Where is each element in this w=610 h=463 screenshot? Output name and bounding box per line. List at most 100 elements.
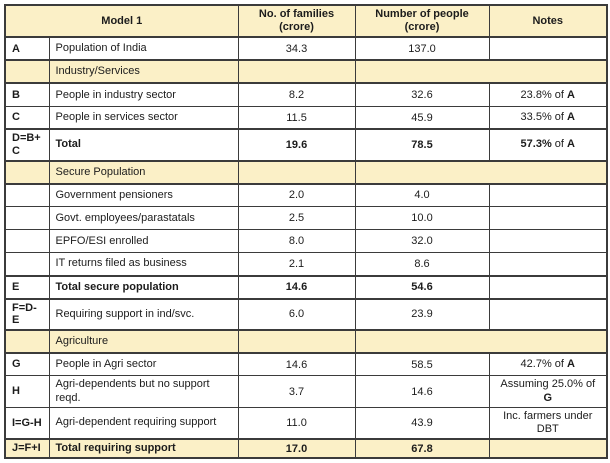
notes-cell: Inc. farmers under DBT bbox=[488, 406, 608, 440]
table-body: A Population of India 34.3 137.0 Industry/Se… bbox=[4, 36, 608, 460]
row-description: Total requiring support bbox=[48, 438, 239, 460]
section-spacer bbox=[354, 328, 608, 354]
table-row: Govt. employees/parastatals 2.5 10.0 bbox=[4, 206, 608, 231]
row-description: Government pensioners bbox=[48, 183, 239, 208]
families-value: 3.7 bbox=[237, 375, 356, 408]
row-label: E bbox=[4, 274, 50, 300]
notes-cell: Assuming 25.0% of G bbox=[488, 375, 608, 408]
families-value: 17.0 bbox=[237, 438, 356, 460]
people-value: 8.6 bbox=[354, 252, 490, 277]
row-description: Govt. employees/parastatals bbox=[48, 206, 239, 231]
row-description: Agri-dependent requiring support bbox=[48, 406, 239, 440]
table-row: H Agri-dependents but no support reqd. 3.7… bbox=[4, 375, 608, 408]
row-label bbox=[4, 183, 50, 208]
families-cell bbox=[237, 59, 356, 85]
row-description: Total bbox=[48, 128, 239, 162]
row-label: G bbox=[4, 352, 50, 377]
row-label: D=B+ C bbox=[4, 128, 50, 162]
table-row: IT returns filed as business 2.1 8.6 bbox=[4, 252, 608, 277]
notes-text: 42.7% of bbox=[520, 358, 568, 371]
people-value: 4.0 bbox=[354, 183, 490, 208]
families-cell bbox=[237, 328, 356, 354]
row-description: Requiring support in ind/svc. bbox=[48, 298, 239, 331]
row-label: J=F+I bbox=[4, 438, 50, 460]
notes-cell bbox=[488, 274, 608, 300]
section-row: Industry/Services bbox=[4, 59, 608, 85]
row-description: IT returns filed as business bbox=[48, 252, 239, 277]
notes-text: A bbox=[567, 358, 575, 371]
people-value: 45.9 bbox=[354, 105, 490, 130]
row-description: Total secure population bbox=[48, 274, 239, 300]
notes-text: G bbox=[543, 391, 553, 404]
table-row: E Total secure population 14.6 54.6 bbox=[4, 274, 608, 300]
people-value: 14.6 bbox=[354, 375, 490, 408]
notes-text: 33.5% of bbox=[520, 111, 568, 124]
families-value: 2.0 bbox=[237, 183, 356, 208]
notes-cell bbox=[488, 183, 608, 208]
row-label bbox=[4, 229, 50, 254]
notes-cell bbox=[488, 252, 608, 277]
notes-text: A bbox=[567, 88, 575, 101]
row-label: F=D-E bbox=[4, 298, 50, 331]
notes-cell bbox=[488, 36, 608, 61]
row-description: Agri-dependents but no support reqd. bbox=[48, 375, 239, 408]
families-value: 2.1 bbox=[237, 252, 356, 277]
section-row: Agriculture bbox=[4, 328, 608, 354]
table-row: A Population of India 34.3 137.0 bbox=[4, 36, 608, 61]
row-label bbox=[4, 328, 50, 354]
notes-cell bbox=[488, 206, 608, 231]
section-title: Agriculture bbox=[48, 328, 239, 354]
header-row: Model 1 No. of families (crore) Number o… bbox=[4, 4, 608, 39]
section-title: Industry/Services bbox=[48, 59, 239, 85]
row-label bbox=[4, 252, 50, 277]
families-value: 11.0 bbox=[237, 406, 356, 440]
row-description: People in services sector bbox=[48, 105, 239, 130]
support-model-table: Model 1 No. of families (crore) Number o… bbox=[4, 4, 609, 460]
people-value: 43.9 bbox=[354, 406, 490, 440]
table-row: J=F+I Total requiring support 17.0 67.8 bbox=[4, 438, 608, 460]
notes-cell: 42.7% of A bbox=[488, 352, 608, 377]
table-row: G People in Agri sector 14.6 58.5 42.7% of A bbox=[4, 352, 608, 377]
header-people: Number of people (crore) bbox=[354, 4, 490, 39]
notes-text: 57.3% bbox=[520, 138, 552, 151]
notes-cell bbox=[488, 298, 608, 331]
header-notes: Notes bbox=[488, 4, 608, 39]
table-row: C People in services sector 11.5 45.9 33.5% … bbox=[4, 105, 608, 130]
notes-cell bbox=[488, 229, 608, 254]
people-value: 137.0 bbox=[354, 36, 490, 61]
notes-text: 23.8% of bbox=[520, 88, 568, 101]
families-value: 14.6 bbox=[237, 274, 356, 300]
table-row: F=D-E Requiring support in ind/svc. 6.0 23.… bbox=[4, 298, 608, 331]
notes-cell: 33.5% of A bbox=[488, 105, 608, 130]
notes-text: of bbox=[551, 138, 568, 151]
people-value: 54.6 bbox=[354, 274, 490, 300]
people-value: 10.0 bbox=[354, 206, 490, 231]
row-description: People in Agri sector bbox=[48, 352, 239, 377]
people-value: 32.0 bbox=[354, 229, 490, 254]
families-value: 8.2 bbox=[237, 82, 356, 107]
people-value: 58.5 bbox=[354, 352, 490, 377]
section-row: Secure Population bbox=[4, 159, 608, 185]
table-row: EPFO/ESI enrolled 8.0 32.0 bbox=[4, 229, 608, 254]
row-label: C bbox=[4, 105, 50, 130]
row-label: B bbox=[4, 82, 50, 107]
families-value: 14.6 bbox=[237, 352, 356, 377]
notes-text: A bbox=[567, 138, 575, 151]
families-value: 8.0 bbox=[237, 229, 356, 254]
section-spacer bbox=[354, 159, 608, 185]
row-label: H bbox=[4, 375, 50, 408]
table-row: D=B+ C Total 19.6 78.5 57.3% of A bbox=[4, 128, 608, 162]
row-description: EPFO/ESI enrolled bbox=[48, 229, 239, 254]
row-label bbox=[4, 59, 50, 85]
header-model: Model 1 bbox=[4, 4, 239, 39]
notes-cell bbox=[488, 438, 608, 460]
table-header: Model 1 No. of families (crore) Number o… bbox=[4, 4, 608, 39]
header-families: No. of families (crore) bbox=[237, 4, 356, 39]
families-value: 11.5 bbox=[237, 105, 356, 130]
families-value: 34.3 bbox=[237, 36, 356, 61]
people-value: 32.6 bbox=[354, 82, 490, 107]
notes-cell: 23.8% of A bbox=[488, 82, 608, 107]
notes-text: Assuming 25.0% of bbox=[500, 378, 596, 391]
table-row: I=G-H Agri-dependent requiring support 11.… bbox=[4, 406, 608, 440]
